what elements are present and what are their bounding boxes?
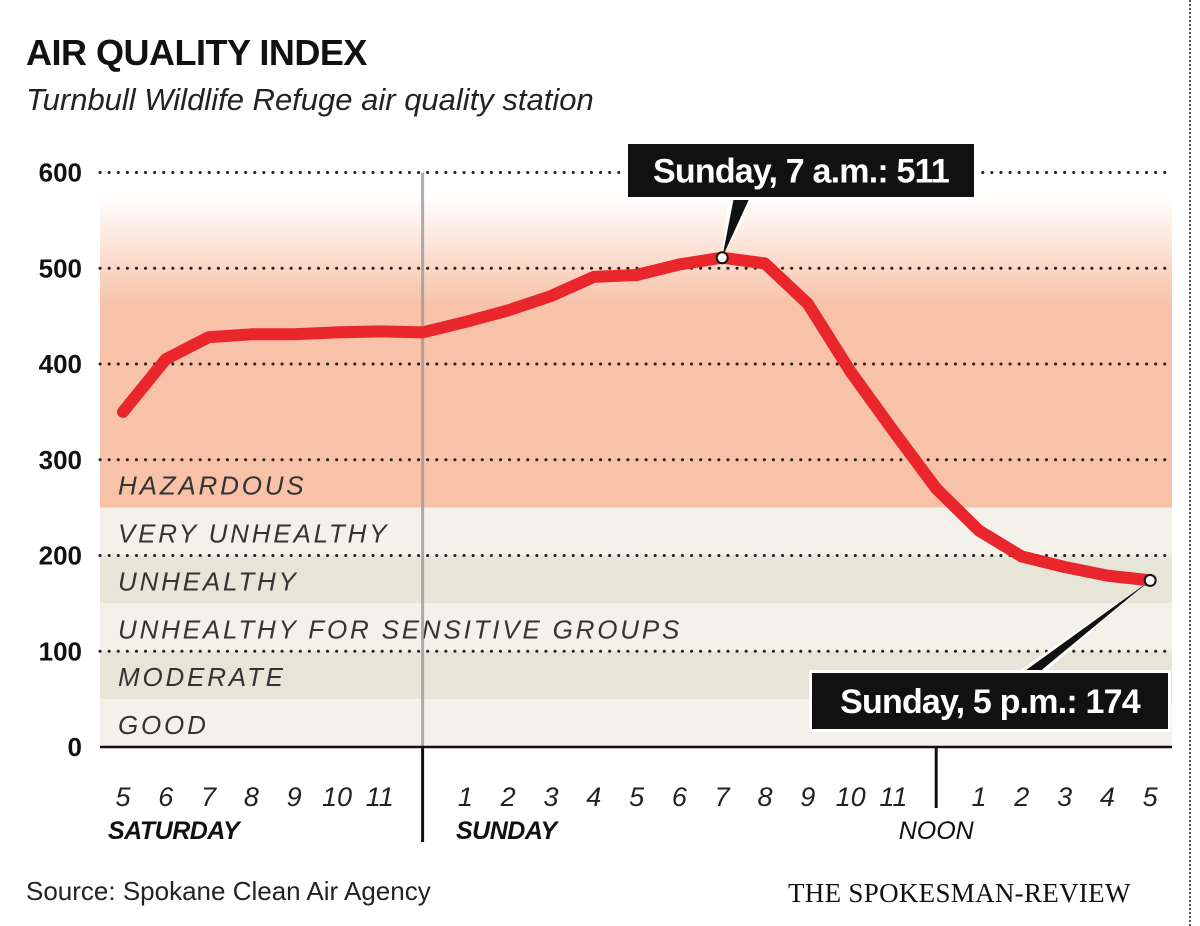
band-label: UNHEALTHY FOR SENSITIVE GROUPS <box>118 614 682 644</box>
day-label: SUNDAY <box>456 817 560 845</box>
y-tick-label: 0 <box>68 732 82 762</box>
x-tick-label: 5 <box>1143 782 1159 812</box>
day-label: NOON <box>899 817 975 845</box>
x-tick-label: 1 <box>458 782 473 812</box>
x-tick-label: 2 <box>500 782 516 812</box>
x-tick-label: 3 <box>1057 782 1072 812</box>
annotation-label: Sunday, 7 a.m.: 511 <box>653 153 949 191</box>
annotation-label: Sunday, 5 p.m.: 174 <box>840 683 1141 721</box>
x-tick-label: 7 <box>201 782 217 812</box>
y-tick-label: 300 <box>39 445 82 475</box>
aqi-band <box>100 603 1172 652</box>
x-tick-label: 5 <box>629 782 645 812</box>
y-tick-label: 400 <box>39 349 82 379</box>
x-tick-label: 7 <box>715 782 731 812</box>
page-edge-rule <box>1189 0 1191 926</box>
x-tick-label: 11 <box>879 782 907 812</box>
x-tick-label: 5 <box>115 782 131 812</box>
x-tick-label: 8 <box>757 782 772 812</box>
annotations: Sunday, 7 a.m.: 511 Sunday, 5 p.m.: 174 <box>625 141 1171 732</box>
x-tick-label: 9 <box>287 782 302 812</box>
aqi-band <box>100 555 1172 604</box>
y-tick-label: 100 <box>39 636 82 666</box>
publisher-logo: THE SPOKESMAN-REVIEW <box>788 878 1131 908</box>
band-label: GOOD <box>118 710 209 740</box>
aqi-band <box>100 507 1172 556</box>
annotation-leader-outline <box>722 197 756 258</box>
x-tick-label: 11 <box>366 782 394 812</box>
x-tick-label: 6 <box>158 782 174 812</box>
aqi-series-line <box>117 251 1157 587</box>
x-tick-label: 8 <box>244 782 259 812</box>
annotation-leader <box>1022 580 1151 673</box>
x-tick-label: 4 <box>586 782 601 812</box>
aqi-band-fade <box>100 196 1172 508</box>
chart-title: AIR QUALITY INDEX <box>26 32 367 73</box>
band-label: MODERATE <box>118 662 286 692</box>
x-tick-label: 10 <box>322 782 352 812</box>
annotation-marker <box>1143 573 1157 587</box>
y-tick-label: 200 <box>39 541 82 571</box>
x-tick-label: 1 <box>971 782 986 812</box>
annotation-box <box>628 144 974 197</box>
x-tick-label: 4 <box>1100 782 1115 812</box>
annotation-leader <box>722 197 750 258</box>
x-tick-label: 2 <box>1013 782 1029 812</box>
annotation-marker <box>715 251 729 265</box>
annotation-box <box>812 673 1168 729</box>
day-label: SATURDAY <box>108 817 242 845</box>
annotation-leader-outline <box>1016 580 1151 673</box>
x-tick-label: 3 <box>543 782 558 812</box>
x-tick-label: 9 <box>800 782 815 812</box>
x-tick-label: 10 <box>836 782 866 812</box>
series-layer <box>117 251 1157 587</box>
aqi-bands: HAZARDOUS VERY UNHEALTHY UNHEALTHY UNHEALTH… <box>100 196 1172 747</box>
y-tick-label: 500 <box>39 253 82 283</box>
source-note: Source: Spokane Clean Air Agency <box>26 876 431 906</box>
band-label: UNHEALTHY <box>118 566 299 596</box>
y-tick-label: 600 <box>39 158 82 188</box>
x-tick-label: 6 <box>672 782 688 812</box>
band-label: VERY UNHEALTHY <box>118 519 389 549</box>
band-label: HAZARDOUS <box>118 471 306 501</box>
chart-subtitle: Turnbull Wildlife Refuge air quality sta… <box>26 82 594 117</box>
